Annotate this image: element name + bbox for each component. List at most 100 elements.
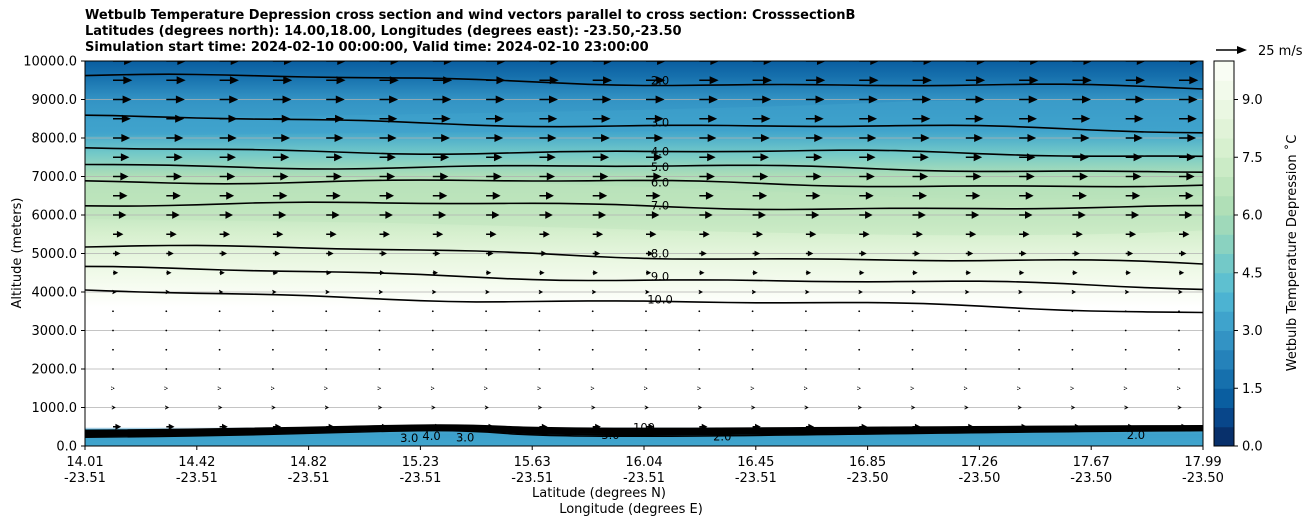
- contour-label-8.0: 8.0: [651, 247, 669, 261]
- wind-vector: [751, 368, 754, 370]
- wind-vector: [486, 423, 495, 430]
- wind-vector: [431, 310, 434, 313]
- wind-vector: [1071, 289, 1077, 295]
- wind-vector: [858, 368, 861, 370]
- wind-vector: [859, 230, 870, 238]
- wind-vector: [965, 289, 970, 295]
- wind-vector: [1125, 114, 1144, 123]
- wind-vector: [326, 191, 341, 200]
- wind-vector: [751, 329, 754, 332]
- wind-vector: [752, 191, 768, 200]
- wind-vector: [752, 289, 757, 295]
- wind-vector: [1072, 95, 1091, 104]
- wind-vector: [378, 329, 381, 332]
- wind-vector: [272, 172, 289, 181]
- wind-vector: [1019, 191, 1034, 200]
- wind-vector: [592, 191, 608, 200]
- wind-vector: [272, 95, 292, 104]
- wind-vector: [113, 95, 132, 104]
- colorbar-segment: [1214, 253, 1234, 274]
- colorbar-segment: [1214, 118, 1234, 139]
- wind-vector: [326, 423, 335, 430]
- wind-vector: [804, 405, 809, 410]
- wind-vector: [1179, 134, 1197, 142]
- y-tick-label: 8000.0: [32, 132, 78, 147]
- quiver-key-label: 25 m/s: [1258, 44, 1303, 59]
- contour-label-5.0: 5.0: [651, 160, 669, 174]
- wind-vector: [166, 134, 184, 142]
- surface-contour-label: 3.0: [601, 428, 619, 442]
- wind-vector: [166, 191, 181, 200]
- wind-vector: [591, 310, 594, 313]
- wind-vector: [646, 114, 664, 123]
- wind-vector: [539, 153, 556, 162]
- wind-vector: [645, 329, 647, 332]
- contour-lines: [85, 73, 1203, 314]
- wind-vector: [486, 134, 504, 142]
- surface-contour-label: 3.0: [456, 430, 474, 444]
- wind-vector: [1178, 348, 1180, 351]
- wind-vector: [539, 95, 558, 104]
- wind-vector: [699, 423, 708, 430]
- wind-vector: [113, 61, 134, 65]
- wind-vector: [592, 211, 607, 219]
- wind-vector: [646, 61, 667, 65]
- wind-vector: [592, 289, 597, 295]
- wind-vector: [1178, 289, 1183, 295]
- wind-vector: [697, 386, 702, 391]
- wind-vector: [485, 289, 490, 295]
- x-tick-label-lon: -23.50: [847, 471, 889, 486]
- wind-vector: [1072, 423, 1081, 430]
- wind-vector: [432, 76, 453, 85]
- wind-vector: [965, 423, 974, 430]
- contour-label-9.0: 9.0: [651, 270, 669, 284]
- field-patch-upper: [85, 97, 1203, 137]
- wind-vector: [699, 270, 705, 276]
- wind-vector: [378, 368, 381, 370]
- wind-vector: [965, 76, 986, 85]
- wind-vector: [752, 172, 769, 181]
- wind-vector: [964, 348, 967, 351]
- wind-vector: [912, 61, 933, 65]
- wind-vector: [1018, 329, 1020, 332]
- wind-vector: [858, 289, 863, 295]
- wind-vector: [1179, 250, 1187, 257]
- wind-vector: [1125, 250, 1134, 257]
- wind-vector: [805, 368, 807, 370]
- wind-vector: [1125, 423, 1134, 430]
- wind-vector: [1018, 310, 1020, 313]
- wind-vector: [1071, 329, 1074, 332]
- x-tick-label-lon: -23.51: [176, 471, 218, 486]
- wind-vector: [911, 329, 914, 332]
- y-tick-label: 4000.0: [32, 286, 78, 301]
- x-tick-label-lat: 16.04: [625, 455, 662, 470]
- wind-vector: [272, 61, 293, 65]
- wind-vector: [592, 61, 613, 65]
- x-tick-label-lon: -23.51: [735, 471, 777, 486]
- surface-contour-label: 3.0: [400, 431, 418, 445]
- wind-vector: [1125, 211, 1140, 219]
- wind-vector: [218, 329, 221, 332]
- x-tick-label-lon: -23.51: [64, 471, 106, 486]
- gridlines: [85, 99, 1203, 408]
- wind-vector: [165, 329, 168, 332]
- wind-vector: [165, 310, 168, 313]
- wind-vector: [805, 310, 807, 313]
- wind-vector: [166, 76, 186, 85]
- wind-vector: [752, 76, 772, 85]
- wind-vector: [431, 329, 434, 332]
- wind-vectors: [111, 61, 1200, 430]
- wind-vector: [219, 95, 239, 104]
- wind-vector: [1179, 423, 1188, 430]
- wind-vector: [805, 76, 826, 85]
- wind-vector: [1017, 405, 1022, 410]
- wind-vector: [219, 191, 235, 200]
- wind-vector: [112, 348, 114, 351]
- wind-vector: [1072, 61, 1093, 65]
- wind-vector: [485, 329, 487, 332]
- wind-vector: [166, 95, 185, 104]
- surface-layer: 3.0 4.0 3.0 3.0 2.0 100 2.0: [85, 420, 1203, 446]
- wind-vector: [164, 386, 169, 391]
- wind-vector: [964, 405, 969, 410]
- wind-vector: [326, 153, 343, 162]
